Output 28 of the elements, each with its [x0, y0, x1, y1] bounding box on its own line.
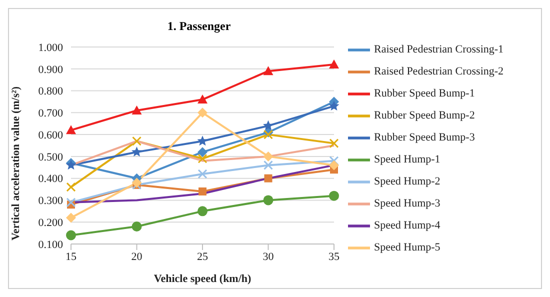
x-tick-label: 25	[197, 250, 208, 263]
y-tick-label: 0.500	[38, 151, 64, 164]
legend-label: Rubber Speed Bump-3	[374, 131, 475, 144]
legend-label: Speed Hump-5	[374, 241, 440, 254]
x-tick-label: 35	[328, 250, 340, 263]
legend-label: Raised Pedestrian Crossing-2	[374, 65, 504, 78]
x-tick-label: 15	[66, 250, 77, 263]
y-tick-label: 1.000	[38, 42, 64, 54]
legend-label: Raised Pedestrian Crossing-1	[374, 43, 504, 56]
legend-label: Speed Hump-4	[374, 219, 440, 232]
y-tick-label: 0.400	[38, 173, 64, 186]
legend-label: Rubber Speed Bump-2	[374, 109, 475, 122]
legend-label: Rubber Speed Bump-1	[374, 87, 475, 100]
x-tick-label: 20	[131, 250, 143, 263]
legend-label: Speed Hump-3	[374, 197, 440, 210]
y-tick-label: 0.900	[38, 64, 64, 76]
y-tick-label: 0.800	[38, 86, 64, 98]
legend-label: Speed Hump-2	[374, 175, 440, 188]
y-tick-label: 0.300	[38, 195, 64, 208]
legend-label: Speed Hump-1	[374, 153, 440, 166]
chart-title: 1. Passenger	[166, 19, 232, 34]
x-axis-title: Vehicle speed (km/h)	[154, 273, 252, 285]
y-tick-label: 0.100	[38, 238, 64, 251]
y-axis-title: Vertical acceleration value (m/s²)	[10, 86, 22, 240]
y-tick-label: 0.600	[38, 129, 64, 142]
x-tick-label: 30	[262, 250, 274, 263]
y-tick-label: 0.700	[38, 108, 64, 120]
y-tick-label: 0.200	[38, 217, 64, 230]
